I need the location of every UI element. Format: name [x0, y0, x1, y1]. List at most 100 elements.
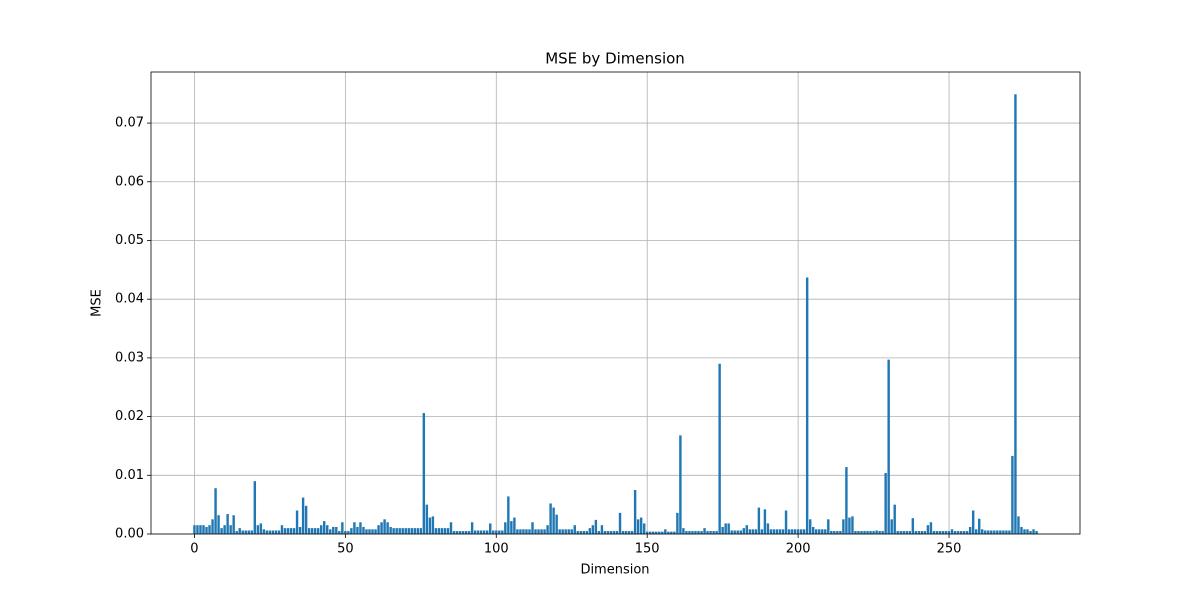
bar — [830, 531, 833, 534]
bar — [987, 530, 990, 534]
bar — [682, 528, 685, 534]
bar — [984, 530, 987, 534]
bar — [751, 529, 755, 534]
bar — [455, 531, 459, 534]
bar — [836, 531, 839, 534]
bar — [289, 528, 293, 534]
bar — [884, 472, 887, 534]
bar — [757, 507, 761, 534]
bar — [307, 528, 311, 534]
bar — [1023, 529, 1026, 534]
bar — [398, 528, 401, 534]
bar — [525, 529, 528, 534]
bar — [446, 528, 450, 534]
bar — [745, 525, 749, 534]
bar — [310, 528, 314, 534]
bar — [416, 528, 420, 534]
bar — [920, 531, 924, 534]
bar — [658, 531, 661, 534]
bar — [389, 526, 392, 534]
bar — [338, 531, 341, 534]
bar — [467, 531, 471, 534]
bar — [558, 529, 561, 534]
bar — [1008, 530, 1011, 534]
bar — [283, 528, 287, 534]
bar — [362, 526, 365, 534]
bar — [301, 497, 305, 534]
bar — [353, 522, 356, 534]
bar — [323, 521, 326, 534]
bar — [232, 515, 235, 534]
bar — [878, 531, 881, 534]
bar — [196, 525, 199, 534]
bar — [365, 529, 368, 534]
y-tick-label: 0.02 — [115, 409, 144, 424]
bar — [965, 531, 969, 534]
bar — [437, 528, 441, 534]
bar — [999, 530, 1002, 534]
bar — [947, 531, 951, 534]
chart-title: MSE by Dimension — [545, 50, 685, 68]
bar — [697, 531, 700, 534]
bar — [241, 530, 244, 534]
bar — [932, 531, 936, 534]
bar — [854, 531, 857, 534]
bar — [748, 529, 752, 534]
bar — [199, 525, 202, 534]
bar — [688, 531, 691, 534]
bar — [377, 525, 380, 534]
bar — [229, 525, 232, 534]
bar — [316, 528, 320, 534]
bar — [380, 522, 383, 534]
bar — [546, 525, 549, 534]
bar — [990, 530, 993, 534]
bar — [781, 529, 785, 534]
bar — [1020, 526, 1023, 534]
bar — [603, 531, 607, 534]
bar — [787, 529, 791, 534]
bar — [978, 518, 981, 534]
bar — [763, 509, 767, 534]
bar — [845, 467, 848, 534]
bar — [410, 528, 413, 534]
bar — [226, 514, 229, 534]
bar — [941, 531, 945, 534]
bar — [808, 519, 812, 534]
bar — [793, 529, 797, 534]
bar — [917, 531, 921, 534]
bar — [341, 522, 344, 534]
bar — [594, 519, 598, 534]
bar — [996, 530, 999, 534]
bar — [344, 531, 347, 534]
bar — [597, 531, 601, 534]
bar — [319, 525, 323, 534]
bar — [495, 530, 498, 534]
bar — [621, 531, 625, 534]
bar — [652, 531, 655, 534]
bar — [386, 522, 389, 534]
bar — [534, 529, 537, 534]
bar — [754, 529, 758, 534]
bar — [570, 529, 573, 534]
bar — [851, 516, 854, 534]
bar — [202, 525, 205, 534]
bar — [567, 529, 570, 534]
bar — [875, 530, 878, 534]
bar — [633, 489, 637, 534]
bar — [244, 530, 247, 534]
bar — [350, 528, 353, 534]
bar — [335, 526, 338, 534]
bar — [431, 516, 435, 534]
bar — [760, 529, 764, 534]
y-tick-label: 0.00 — [115, 527, 144, 542]
bar — [848, 517, 851, 534]
bar — [235, 531, 238, 534]
bar — [766, 523, 770, 534]
bar — [769, 529, 773, 534]
bar — [473, 530, 477, 534]
bar — [784, 510, 788, 534]
bar — [413, 528, 416, 534]
bar — [482, 530, 486, 534]
bar — [271, 530, 275, 534]
bar — [371, 529, 374, 534]
